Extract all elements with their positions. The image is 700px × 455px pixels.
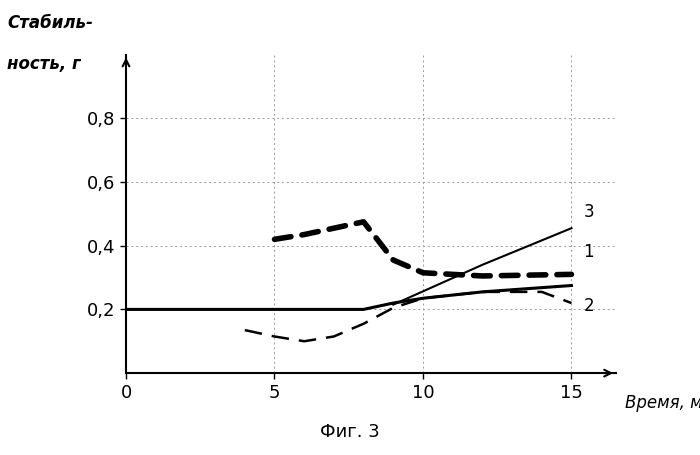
Text: Стабиль-: Стабиль- [7, 14, 93, 32]
Text: 1: 1 [583, 243, 594, 261]
Text: Время, минут: Время, минут [625, 394, 700, 412]
Text: 3: 3 [583, 203, 594, 221]
Text: Фиг. 3: Фиг. 3 [320, 423, 380, 441]
Text: ность, г: ность, г [7, 55, 80, 73]
Text: 2: 2 [583, 297, 594, 315]
